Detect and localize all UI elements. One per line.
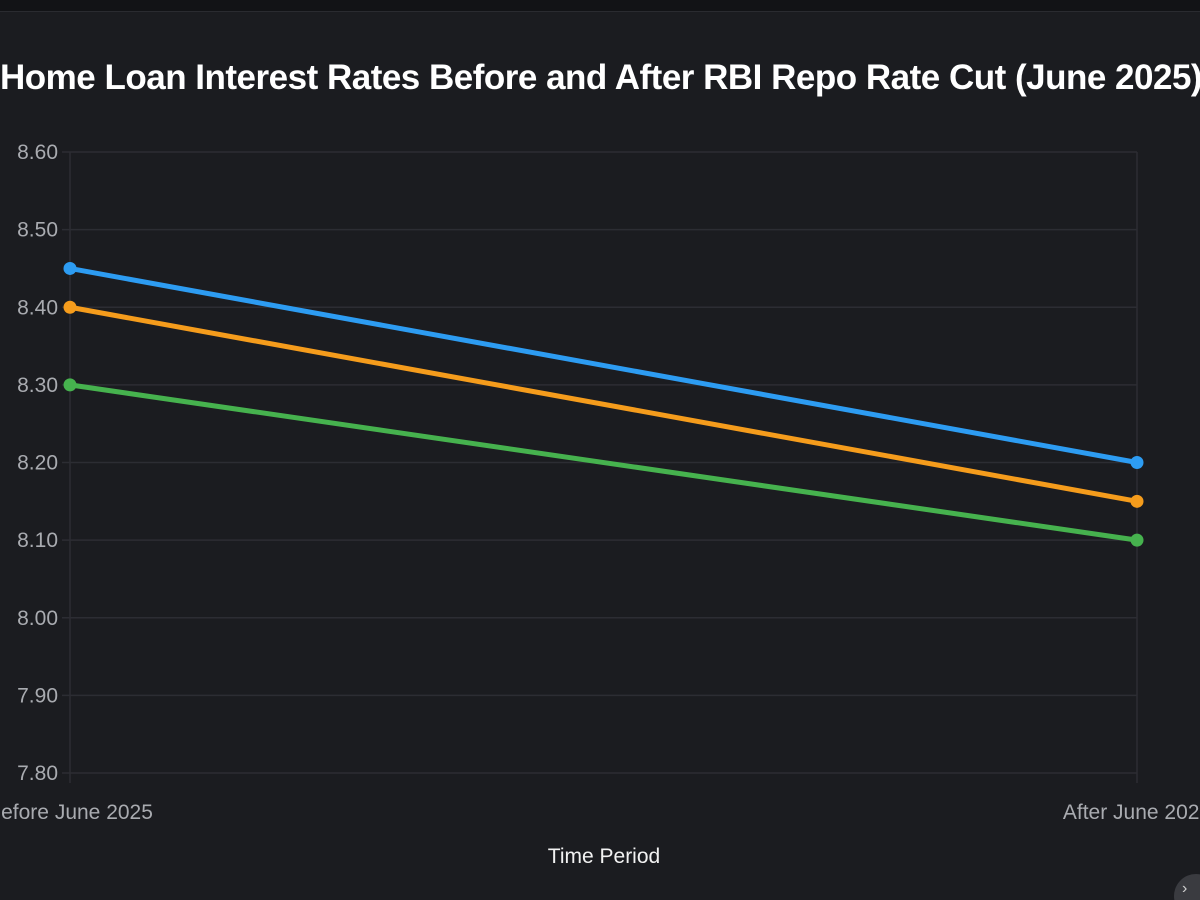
data-point[interactable] [63,378,77,392]
series-3 [63,378,1144,547]
y-tick-label: 8.10 [17,529,58,552]
series-1 [63,261,1144,469]
y-tick-label: 8.20 [17,452,58,475]
data-point[interactable] [1130,456,1144,469]
y-tick-label: 8.40 [17,296,58,319]
grid-layer [62,151,1138,783]
y-tick-labels: 8.60 8.50 8.40 8.30 8.20 8.10 8.00 7.90 7.80 [17,141,58,785]
x-tick-label: Before June 2025 [0,801,153,824]
chart-title: Home Loan Interest Rates Before and Afte… [0,58,1200,97]
y-tick-label: 7.80 [17,762,58,785]
y-tick-label: 8.00 [17,607,58,630]
data-point[interactable] [1130,494,1144,508]
series-layer [63,261,1144,547]
series-2 [63,300,1144,508]
x-tick-labels: Before June 2025 After June 2025 [0,801,1200,824]
data-point[interactable] [63,261,77,275]
data-point[interactable] [63,300,77,314]
top-strip [0,0,1200,12]
y-tick-label: 7.90 [17,684,58,707]
series-line [67,265,1140,465]
y-tick-label: 8.30 [17,374,58,397]
series-line [67,304,1140,504]
x-tick-label: After June 2025 [1063,801,1200,824]
series-line [67,382,1140,543]
data-point[interactable] [1130,533,1144,547]
y-tick-label: 8.60 [17,141,58,164]
y-tick-label: 8.50 [17,219,58,242]
x-axis-title: Time Period [548,845,660,868]
